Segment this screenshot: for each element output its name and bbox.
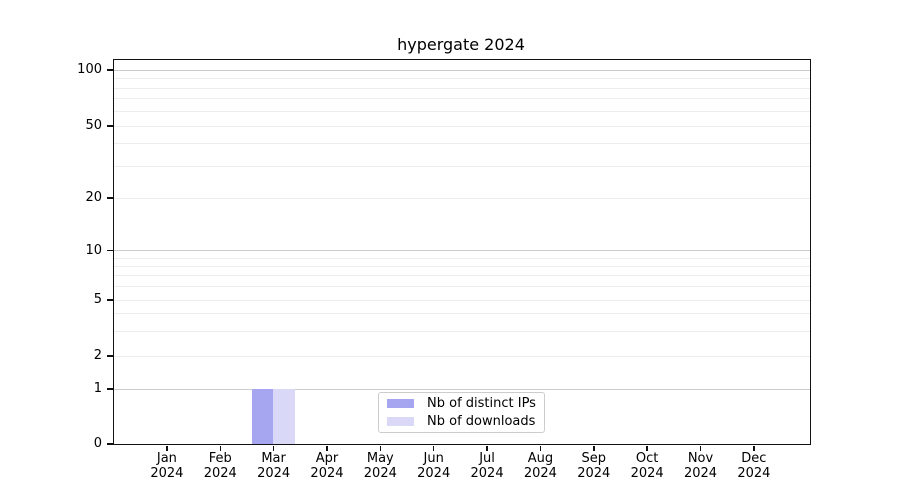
x-tick-label-apr-2024: Apr 2024 (310, 451, 344, 481)
x-tick-label-mar-2024: Mar 2024 (257, 451, 291, 481)
x-tick-feb-2024 (219, 445, 221, 451)
x-tick-label-jun-2024: Jun 2024 (417, 451, 451, 481)
x-tick-jul-2024 (486, 445, 488, 451)
plot-area (112, 58, 811, 445)
gridline-minor-30 (113, 165, 810, 167)
gridline-minor-9 (113, 257, 810, 259)
legend-label-nb-of-distinct-ips: Nb of distinct IPs (427, 396, 536, 412)
gridline-minor-2 (113, 355, 810, 357)
gridline-minor-6 (113, 286, 810, 288)
gridline-minor-20 (113, 197, 810, 199)
legend-swatch-nb-of-downloads (387, 416, 414, 426)
y-tick-2 (106, 355, 113, 357)
x-tick-label-jul-2024: Jul 2024 (470, 451, 504, 481)
gridline-minor-80 (113, 87, 810, 89)
x-tick-mar-2024 (272, 445, 275, 451)
x-tick-label-nov-2024: Nov 2024 (683, 451, 718, 481)
y-tick-label-0: 0 (93, 436, 102, 451)
y-tick-label-10: 10 (85, 242, 102, 258)
gridline-minor-5 (113, 299, 810, 301)
x-tick-oct-2024 (646, 445, 648, 451)
gridline-major-10 (113, 250, 810, 251)
y-tick-20 (106, 197, 113, 199)
y-tick-100 (106, 69, 113, 71)
legend-item-nb-of-distinct-ips: Nb of distinct IPs (379, 395, 544, 413)
y-tick-1 (106, 388, 113, 390)
gridline-minor-4 (113, 313, 810, 315)
x-tick-label-dec-2024: Dec 2024 (737, 451, 771, 481)
bar-nb-of-distinct-ips-mar-2024 (251, 388, 274, 444)
chart-title: hypergate 2024 (397, 35, 525, 54)
gridline-minor-60 (113, 110, 810, 112)
gridline-minor-40 (113, 143, 810, 145)
gridline-major-1 (113, 388, 810, 390)
x-tick-sep-2024 (593, 445, 595, 451)
gridline-major-100 (113, 69, 810, 71)
y-tick-label-100: 100 (77, 62, 102, 77)
y-tick-10 (106, 249, 113, 252)
x-tick-jun-2024 (432, 445, 435, 451)
legend-swatch-nb-of-distinct-ips (387, 399, 414, 409)
y-tick-label-2: 2 (93, 348, 102, 363)
x-tick-label-may-2024: May 2024 (363, 451, 397, 481)
y-tick-0 (106, 443, 113, 445)
legend: Nb of distinct IPs Nb of downloads (378, 392, 545, 433)
x-tick-apr-2024 (326, 445, 328, 451)
x-tick-label-feb-2024: Feb 2024 (203, 451, 237, 481)
legend-label-nb-of-downloads: Nb of downloads (427, 413, 536, 429)
y-tick-label-20: 20 (85, 190, 102, 205)
x-tick-aug-2024 (539, 445, 542, 451)
y-tick-label-50: 50 (85, 118, 102, 133)
x-tick-label-aug-2024: Aug 2024 (523, 451, 557, 481)
x-tick-label-jan-2024: Jan 2024 (150, 451, 184, 481)
x-tick-label-oct-2024: Oct 2024 (630, 451, 664, 481)
x-tick-jan-2024 (166, 445, 168, 451)
y-tick-50 (106, 125, 113, 127)
x-tick-may-2024 (379, 445, 382, 451)
gridline-minor-90 (113, 78, 810, 79)
y-tick-5 (106, 299, 113, 301)
x-tick-dec-2024 (753, 445, 755, 451)
gridline-minor-7 (113, 275, 810, 277)
y-tick-label-5: 5 (93, 292, 102, 307)
gridline-minor-50 (113, 125, 810, 127)
legend-item-nb-of-downloads: Nb of downloads (379, 413, 544, 431)
x-tick-label-sep-2024: Sep 2024 (577, 451, 611, 481)
x-tick-nov-2024 (699, 445, 702, 451)
y-tick-label-1: 1 (93, 381, 102, 396)
gridline-minor-8 (113, 265, 810, 267)
gridline-minor-70 (113, 98, 810, 100)
gridline-minor-3 (113, 330, 810, 332)
bar-nb-of-downloads-mar-2024 (273, 388, 295, 444)
